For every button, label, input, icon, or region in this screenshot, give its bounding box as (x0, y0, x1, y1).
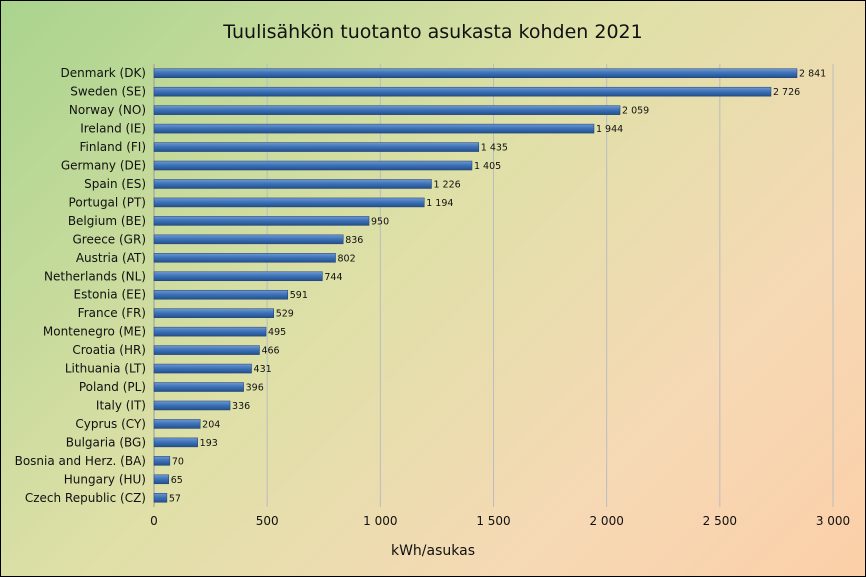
category-label: Sweden (SE) (70, 85, 146, 99)
data-label: 57 (169, 493, 181, 504)
category-label: Ireland (IE) (80, 122, 146, 136)
category-label: Bosnia and Herz. (BA) (15, 454, 146, 468)
data-label: 802 (338, 253, 356, 264)
bar (153, 142, 480, 152)
category-label: Belgium (BE) (68, 214, 146, 228)
data-label: 1 435 (481, 143, 508, 154)
category-label: Estonia (EE) (73, 288, 146, 302)
bar (153, 179, 432, 189)
data-label: 1 226 (433, 179, 460, 190)
category-label: Portugal (PT) (69, 195, 146, 209)
category-label: Greece (GR) (72, 232, 146, 246)
category-label: Poland (PL) (79, 380, 146, 394)
data-label: 204 (202, 419, 220, 430)
bar (153, 271, 323, 282)
x-tick-label: 2 000 (589, 514, 623, 528)
bar (153, 308, 274, 318)
category-label: Cyprus (CY) (75, 417, 146, 431)
chart-title: Tuulisähkön tuotanto asukasta kohden 202… (223, 21, 643, 43)
data-label: 336 (232, 401, 250, 412)
x-tick-label: 1 500 (476, 514, 510, 528)
bar (153, 326, 267, 337)
bar (153, 493, 168, 503)
category-label: Denmark (DK) (61, 66, 146, 80)
x-tick-label: 500 (256, 514, 279, 528)
data-label: 193 (200, 438, 218, 449)
data-label: 396 (246, 383, 264, 394)
data-label: 1 944 (596, 124, 623, 135)
x-axis-label: kWh/asukas (1, 543, 865, 559)
bar (153, 382, 244, 392)
bar (153, 197, 425, 208)
bar (153, 253, 336, 263)
data-label: 2 841 (799, 69, 826, 80)
category-label: Germany (DE) (61, 159, 146, 173)
bar (153, 345, 260, 355)
bar (153, 289, 289, 300)
data-label: 70 (172, 456, 184, 467)
bar (153, 160, 473, 171)
data-label: 2 059 (622, 106, 649, 117)
x-tick-label: 3 000 (816, 514, 850, 528)
x-tick-label: 1 000 (363, 514, 397, 528)
bar (153, 419, 201, 429)
category-label: Bulgaria (BG) (66, 435, 146, 449)
data-label: 495 (268, 327, 286, 338)
data-label: 431 (254, 364, 272, 375)
x-tick-label: 0 (150, 514, 158, 528)
bar (153, 474, 169, 485)
data-label: 836 (345, 235, 363, 246)
category-label: Netherlands (NL) (44, 269, 146, 283)
data-label: 529 (276, 309, 294, 320)
bar (153, 86, 772, 97)
data-label: 65 (171, 475, 183, 486)
category-label: France (FR) (78, 306, 146, 320)
bar (153, 216, 370, 226)
bar (153, 363, 252, 374)
bar (153, 123, 595, 134)
bar (153, 234, 344, 245)
category-label: Croatia (HR) (72, 343, 146, 357)
data-label: 466 (261, 346, 279, 357)
bar (153, 105, 621, 115)
category-label: Austria (AT) (76, 251, 146, 265)
category-label: Czech Republic (CZ) (25, 491, 146, 505)
bar (153, 400, 231, 411)
data-label: 744 (324, 272, 342, 283)
bar (153, 456, 171, 466)
bar (153, 437, 198, 448)
data-label: 1 405 (474, 161, 501, 172)
x-tick-label: 2 500 (703, 514, 737, 528)
category-label: Norway (NO) (69, 103, 146, 117)
data-label: 591 (290, 290, 308, 301)
data-label: 2 726 (773, 87, 800, 98)
category-label: Finland (FI) (80, 140, 147, 154)
category-label: Lithuania (LT) (65, 362, 146, 376)
category-label: Italy (IT) (96, 398, 146, 412)
data-label: 1 194 (426, 198, 453, 209)
x-axis-label-text: kWh/asukas (390, 543, 476, 559)
category-label: Hungary (HU) (64, 472, 146, 486)
category-label: Montenegro (ME) (43, 325, 146, 339)
category-label: Spain (ES) (84, 177, 146, 191)
bar (153, 68, 798, 78)
data-label: 950 (371, 216, 389, 227)
